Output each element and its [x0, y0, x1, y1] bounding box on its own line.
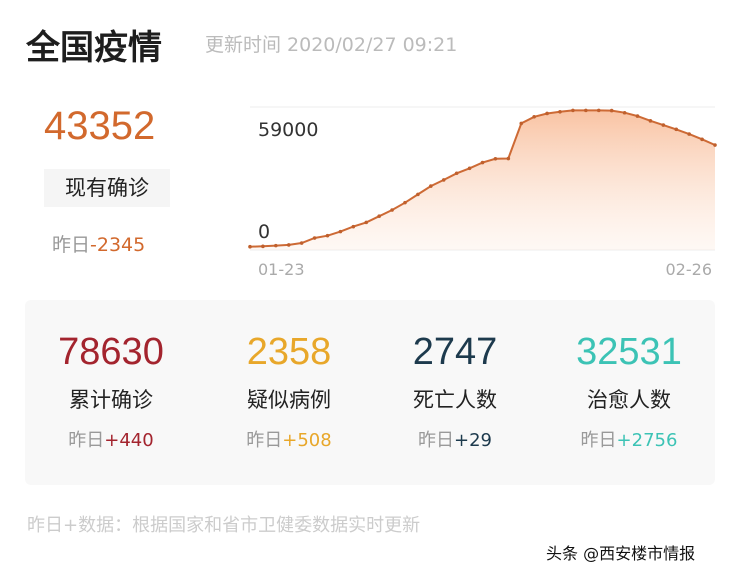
stat-label: 累计确诊	[69, 388, 153, 412]
data-point	[700, 137, 704, 142]
data-point	[286, 243, 291, 247]
data-point	[635, 114, 640, 118]
update-time: 更新时间 2020/02/27 09:21	[205, 34, 458, 56]
data-point	[674, 127, 679, 132]
data-point	[661, 123, 666, 127]
data-point	[532, 114, 536, 119]
y-label-min: 0	[258, 221, 270, 243]
y-label-max: 59000	[258, 119, 318, 141]
delta-value: +440	[104, 430, 154, 451]
data-point	[713, 143, 717, 147]
stat-value: 2358	[246, 331, 332, 373]
stat-label: 死亡人数	[413, 388, 497, 412]
delta-prefix: 昨日	[246, 430, 283, 451]
delta-value: +2756	[616, 430, 678, 451]
data-point	[377, 214, 381, 219]
delta-prefix: 昨日	[418, 430, 454, 451]
data-point	[480, 160, 485, 165]
data-point	[558, 109, 562, 114]
data-point	[312, 236, 317, 240]
stat-suspected: 2358 疑似病例 昨日+508	[203, 300, 375, 452]
stat-recovered: 32531 治愈人数 昨日+2756	[543, 300, 715, 452]
page-title: 全国疫情	[26, 28, 162, 68]
data-point	[364, 220, 369, 225]
x-label-start: 01-23	[258, 260, 305, 279]
current-confirmed-value: 43352	[44, 104, 156, 148]
data-point	[584, 108, 588, 113]
data-point	[687, 132, 691, 136]
stat-delta: 昨日+440	[25, 426, 197, 452]
delta-value: +29	[454, 430, 492, 451]
data-point	[596, 108, 601, 113]
current-confirmed-delta: 昨日-2345	[52, 230, 145, 257]
footer-note: 昨日+数据：根据国家和省市卫健委数据实时更新	[27, 515, 421, 536]
data-point	[609, 108, 614, 113]
data-point	[506, 156, 511, 161]
delta-value: +508	[282, 430, 332, 451]
data-point	[274, 243, 278, 248]
delta-prefix: 昨日	[52, 234, 91, 256]
data-point	[519, 121, 524, 126]
watermark: 头条 @西安楼市情报	[546, 544, 696, 563]
current-confirmed-label: 现有确诊	[44, 169, 170, 207]
data-point	[454, 171, 459, 176]
data-point	[429, 184, 433, 188]
stats-card: 78630 累计确诊 昨日+440 2358 疑似病例 昨日+508 2747 …	[25, 300, 715, 485]
data-point	[338, 229, 343, 234]
stat-value: 2747	[412, 331, 498, 373]
stat-value: 32531	[576, 331, 682, 373]
data-point	[403, 200, 407, 205]
data-point	[622, 110, 627, 115]
stat-delta: 昨日+29	[369, 426, 541, 452]
data-point	[248, 244, 252, 249]
data-point	[648, 119, 653, 123]
data-point	[325, 233, 330, 238]
delta-prefix: 昨日	[68, 430, 105, 451]
data-point	[571, 108, 575, 113]
x-label-end: 02-26	[666, 260, 713, 279]
data-point	[545, 111, 549, 116]
delta-prefix: 昨日	[580, 430, 617, 451]
stat-deaths: 2747 死亡人数 昨日+29	[369, 300, 541, 452]
chart-area	[250, 110, 715, 251]
stat-label: 治愈人数	[587, 388, 671, 412]
data-point	[493, 156, 498, 161]
stat-total-confirmed: 78630 累计确诊 昨日+440	[25, 300, 197, 452]
data-point	[351, 224, 356, 229]
data-point	[441, 178, 446, 182]
stat-label: 疑似病例	[247, 388, 331, 412]
data-point	[299, 241, 304, 245]
data-point	[416, 192, 420, 197]
data-point	[390, 208, 394, 212]
data-point	[261, 244, 265, 249]
data-point	[467, 166, 472, 171]
stat-value: 78630	[58, 331, 164, 373]
trend-chart: 59000 0 01-23 02-26	[248, 106, 717, 279]
stat-delta: 昨日+2756	[543, 426, 715, 452]
stat-delta: 昨日+508	[203, 426, 375, 452]
delta-value: -2345	[90, 234, 146, 256]
